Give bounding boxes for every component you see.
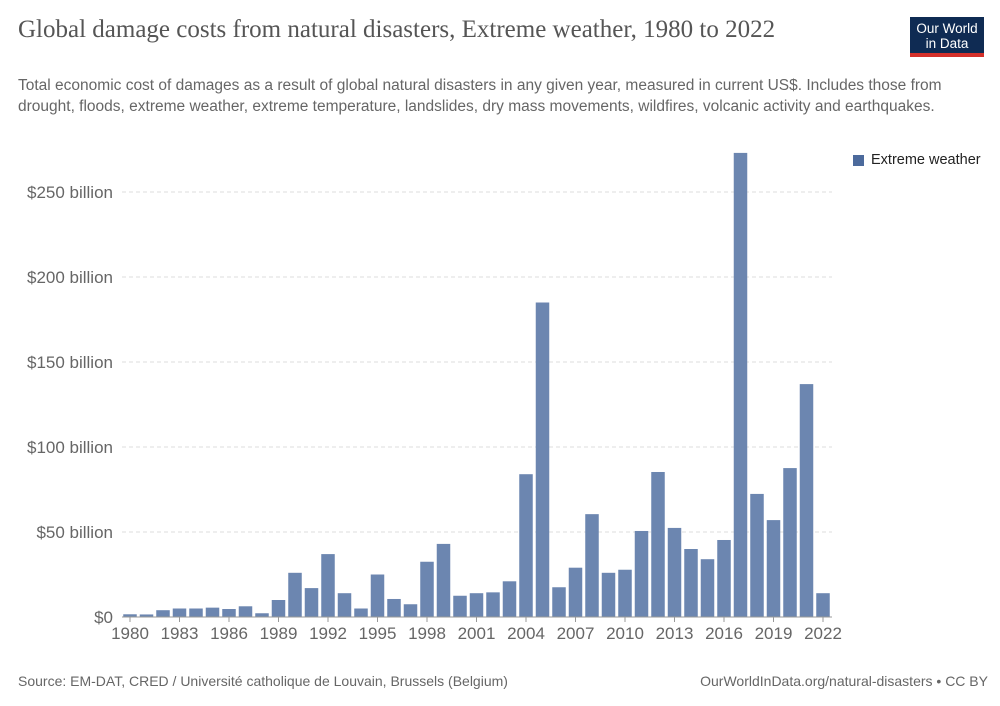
- bar[interactable]: [453, 595, 467, 617]
- bar[interactable]: [651, 471, 665, 617]
- bar[interactable]: [535, 302, 550, 618]
- bar[interactable]: [205, 607, 220, 617]
- bar[interactable]: [618, 569, 632, 617]
- bar[interactable]: [420, 561, 434, 617]
- x-tick-label: 2019: [755, 624, 793, 643]
- bar[interactable]: [783, 468, 797, 617]
- bar[interactable]: [766, 520, 781, 617]
- x-tick-label: 1983: [161, 624, 199, 643]
- x-tick-label: 1998: [408, 624, 446, 643]
- x-tick-label: 2022: [804, 624, 842, 643]
- bar[interactable]: [667, 527, 682, 617]
- y-tick-label: $150 billion: [27, 353, 113, 372]
- x-tick-label: 2004: [507, 624, 545, 643]
- bar[interactable]: [337, 593, 352, 617]
- bar[interactable]: [486, 592, 500, 617]
- bar[interactable]: [156, 610, 170, 617]
- x-tick-label: 2013: [656, 624, 694, 643]
- legend-swatch: [853, 154, 864, 166]
- bar[interactable]: [684, 549, 698, 617]
- owid-logo[interactable]: Our World in Data: [910, 17, 984, 57]
- source-note: Source: EM-DAT, CRED / Université cathol…: [18, 673, 508, 689]
- bar[interactable]: [172, 608, 187, 618]
- y-tick-label: $200 billion: [27, 268, 113, 287]
- bar[interactable]: [222, 609, 236, 617]
- bar[interactable]: [799, 384, 814, 617]
- y-tick-label: $100 billion: [27, 438, 113, 457]
- x-tick-label: 2007: [557, 624, 595, 643]
- bar[interactable]: [238, 606, 253, 617]
- credit-link[interactable]: OurWorldInData.org/natural-disasters • C…: [700, 673, 988, 689]
- x-tick-label: 1986: [210, 624, 248, 643]
- bar[interactable]: [469, 593, 484, 617]
- x-tick-label: 1992: [309, 624, 347, 643]
- bar[interactable]: [304, 588, 319, 617]
- chart-title: Global damage costs from natural disaste…: [18, 16, 776, 43]
- bar[interactable]: [601, 572, 616, 617]
- bar[interactable]: [717, 539, 731, 617]
- x-tick-label: 1995: [359, 624, 397, 643]
- x-tick-label: 1989: [260, 624, 298, 643]
- bar[interactable]: [387, 598, 401, 617]
- bar[interactable]: [370, 574, 385, 618]
- bar[interactable]: [403, 604, 418, 617]
- bar[interactable]: [321, 554, 335, 617]
- bar[interactable]: [700, 559, 715, 617]
- bar[interactable]: [288, 572, 302, 617]
- bar[interactable]: [139, 614, 154, 617]
- chart-subtitle: Total economic cost of damages as a resu…: [18, 77, 942, 115]
- bar[interactable]: [271, 600, 286, 617]
- x-tick-label: 1980: [111, 624, 149, 643]
- y-tick-label: $50 billion: [36, 523, 113, 542]
- y-tick-label: $0: [94, 608, 113, 627]
- bar[interactable]: [255, 613, 269, 617]
- y-tick-label: $250 billion: [27, 183, 113, 202]
- bar[interactable]: [436, 543, 451, 617]
- x-tick-label: 2016: [705, 624, 743, 643]
- legend[interactable]: Extreme weather: [853, 152, 981, 168]
- bar[interactable]: [816, 593, 830, 617]
- bar[interactable]: [189, 608, 203, 618]
- bar[interactable]: [568, 567, 583, 617]
- x-tick-label: 2010: [606, 624, 644, 643]
- x-tick-label: 2001: [458, 624, 496, 643]
- bar[interactable]: [123, 614, 137, 617]
- bar[interactable]: [552, 587, 566, 617]
- bar[interactable]: [519, 474, 533, 617]
- bar[interactable]: [733, 152, 748, 617]
- bar[interactable]: [354, 608, 368, 618]
- bar[interactable]: [634, 530, 649, 617]
- bar[interactable]: [585, 514, 599, 617]
- bar[interactable]: [502, 581, 517, 617]
- legend-label: Extreme weather: [871, 152, 981, 168]
- bar[interactable]: [750, 493, 764, 617]
